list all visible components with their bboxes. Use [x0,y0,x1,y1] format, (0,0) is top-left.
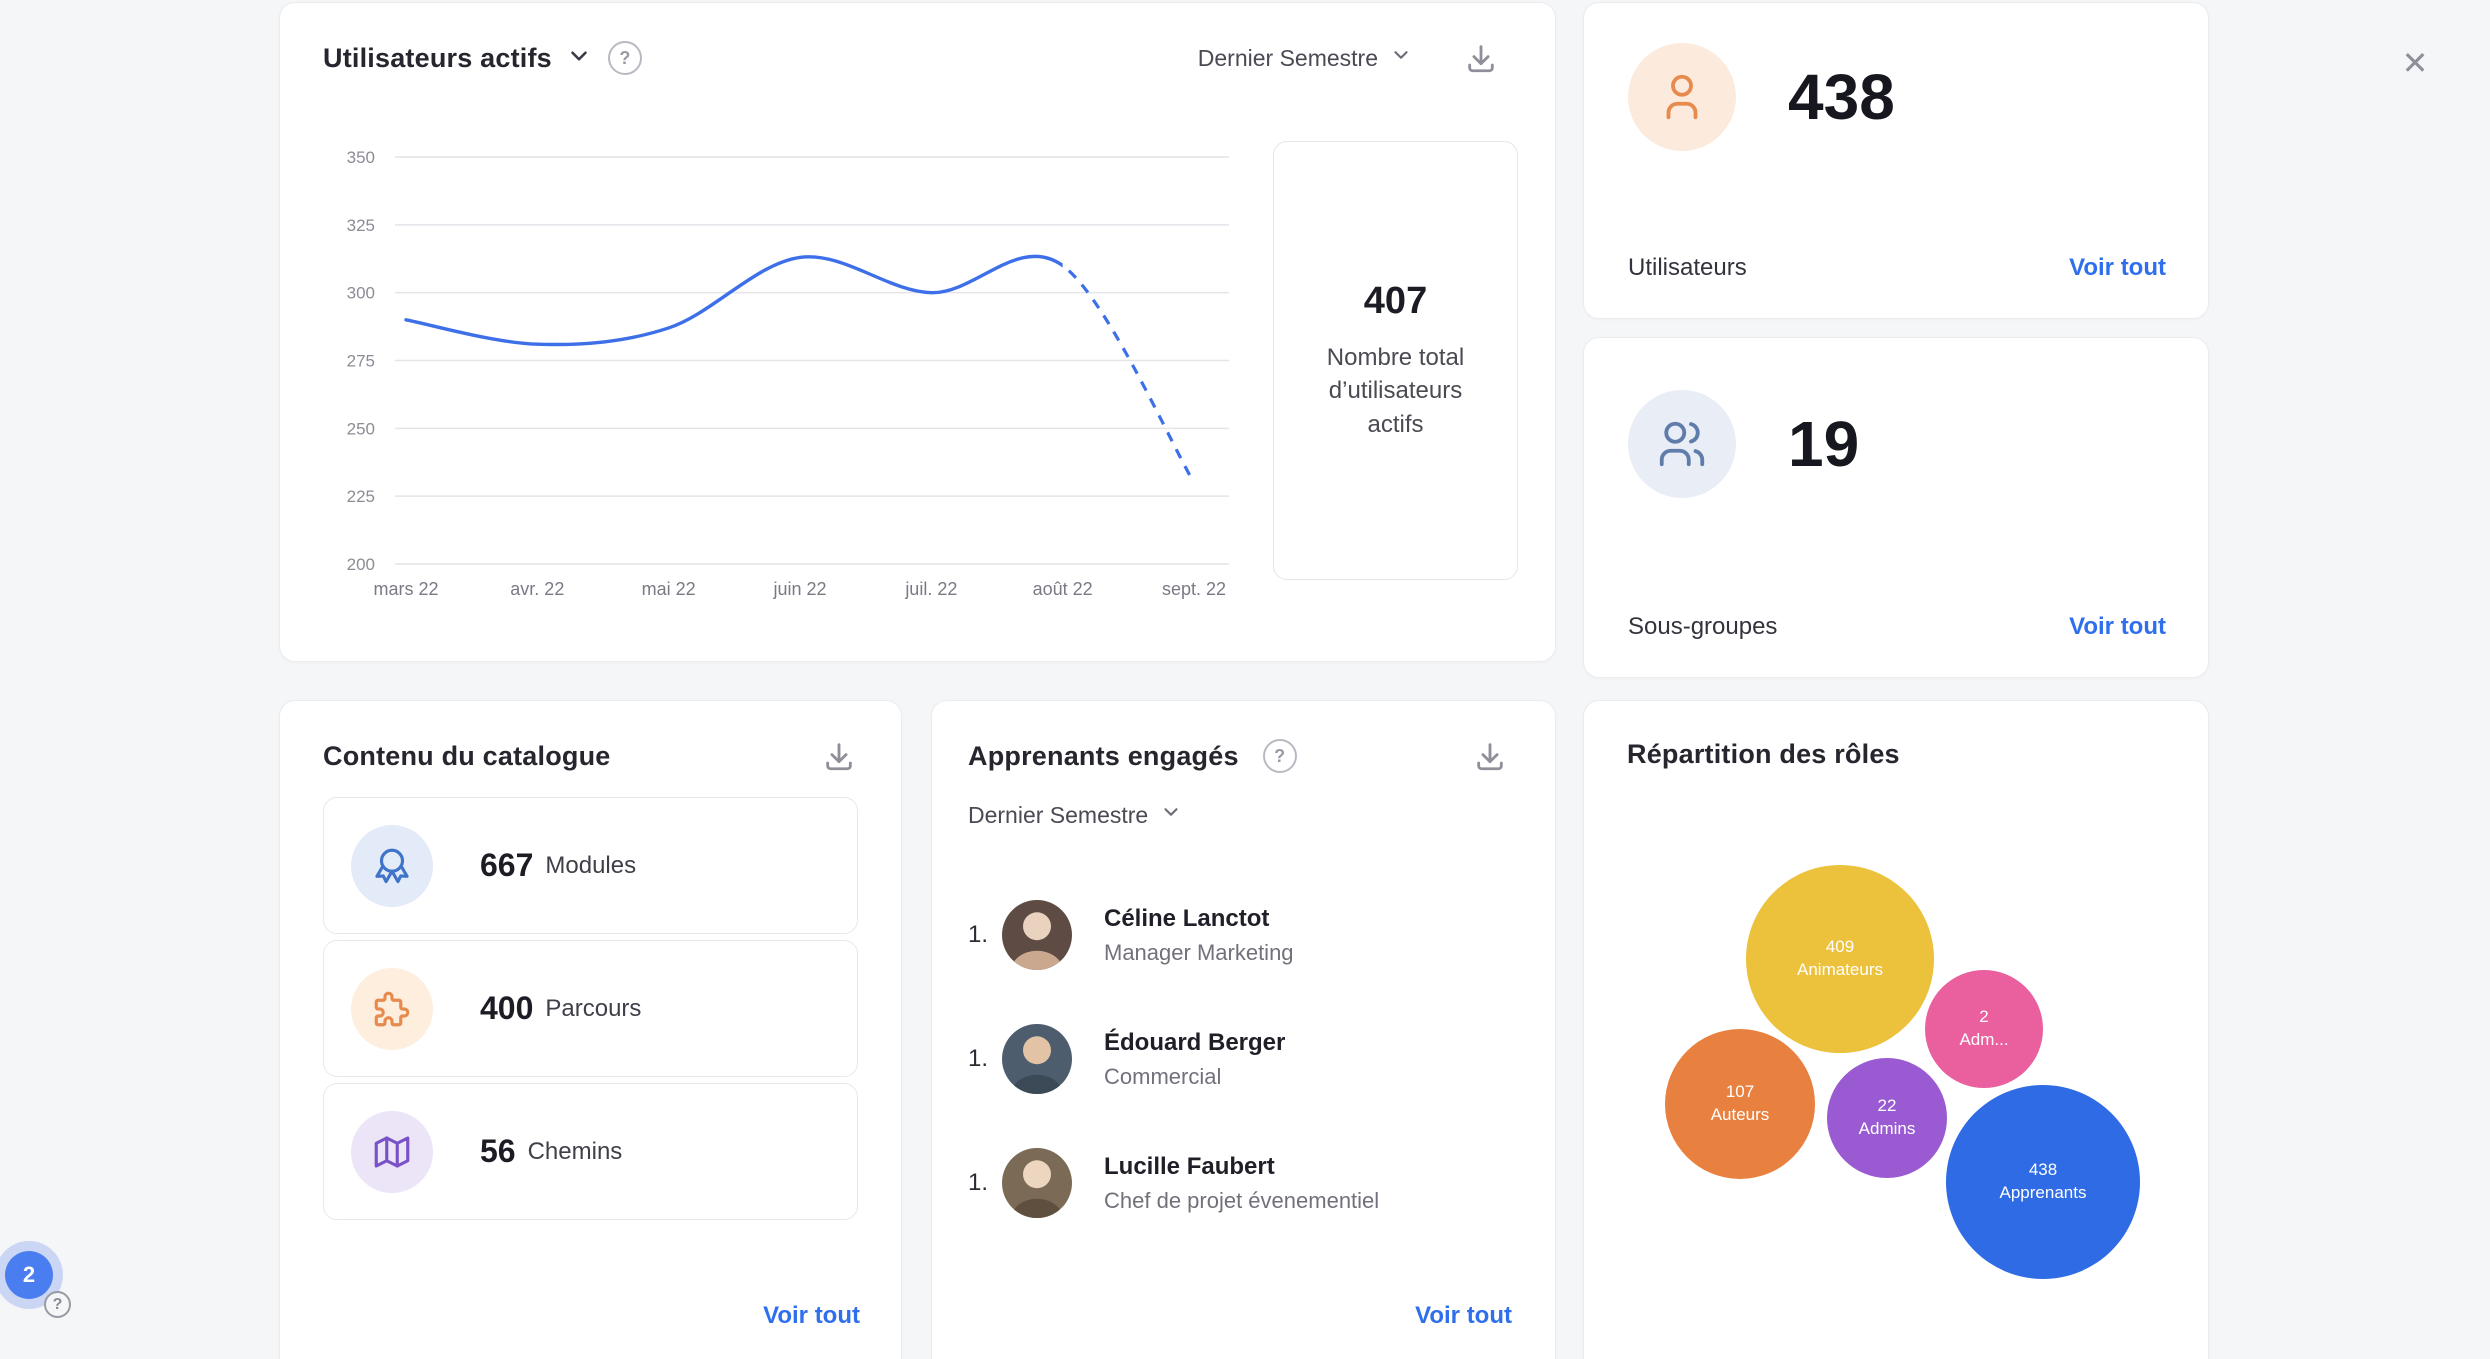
learner-name: Édouard Berger [1104,1028,1286,1056]
svg-text:225: 225 [347,487,375,506]
roles-distribution-card: Répartition des rôles 409 Animateurs 2 Adm.… [1583,700,2209,1359]
help-icon[interactable]: ? [607,41,642,75]
help-icon[interactable]: ? [1262,739,1297,773]
svg-text:325: 325 [347,216,375,235]
learner-rank: 1. [968,1169,989,1196]
modules-label: Modules [545,851,637,879]
total-active-users-label: Nombre total d’utilisateurs actifs [1326,344,1465,438]
avatar [1002,1148,1072,1218]
active-users-card: Utilisateurs actifs ? Dernier Semestre 2… [279,2,1556,662]
download-icon[interactable] [822,739,856,773]
learner-role: Commercial [1104,1063,1222,1089]
total-active-users-box: 407 Nombre total d’utilisateurs actifs [1273,141,1518,580]
modules-count: 667 [480,847,534,883]
help-icon[interactable]: ? [44,1291,71,1318]
puzzle-icon [351,967,433,1050]
roles-bubble-chart: 409 Animateurs 2 Adm... 107 Auteurs 22 Admins 43… [1584,701,2208,1359]
learner-row: 1. Lucille Faubert Chef de projet évenem… [968,1148,1519,1218]
chemins-count: 56 [480,1133,516,1169]
role-bubble-apprenants: 438 Apprenants [1946,1085,2140,1279]
svg-text:350: 350 [347,148,375,167]
avatar [1002,1024,1072,1094]
period-select[interactable]: Dernier Semestre [1198,44,1412,72]
learner-name: Lucille Faubert [1104,1152,1275,1180]
role-bubble-animateurs: 409 Animateurs [1746,865,1934,1053]
role-bubble-admins: 22 Admins [1827,1058,1947,1178]
subgroups-count: 19 [1788,408,1860,480]
notification-badge[interactable]: 2 [5,1251,53,1299]
svg-text:sept. 22: sept. 22 [1162,579,1226,599]
map-icon [351,1110,433,1193]
subgroups-view-all-link[interactable]: Voir tout [2069,613,2166,640]
period-label: Dernier Semestre [1197,44,1378,71]
learner-rank: 1. [968,921,989,948]
chevron-down-icon [1390,44,1412,72]
close-icon[interactable]: ✕ [2392,40,2438,86]
subgroups-stat-card: 19 Sous-groupes Voir tout [1583,337,2209,678]
chemins-label: Chemins [527,1137,623,1165]
svg-text:juil. 22: juil. 22 [904,579,957,599]
active-users-title-dropdown[interactable]: Utilisateurs actifs [323,43,592,74]
learner-row: 1. Édouard Berger Commercial [968,1024,1519,1094]
download-icon[interactable] [1473,739,1507,773]
learners-title: Apprenants engagés [968,740,1239,771]
award-icon [351,824,433,907]
period-select[interactable]: Dernier Semestre [968,801,1555,829]
svg-text:mars 22: mars 22 [373,579,438,599]
catalog-tile-chemins: 56 Chemins [323,1083,858,1220]
svg-text:250: 250 [347,419,375,438]
catalog-card: Contenu du catalogue 667 Modules 400 Par… [279,700,902,1359]
svg-text:avr. 22: avr. 22 [510,579,564,599]
engaged-learners-card: Apprenants engagés ? Dernier Semestre 1.… [931,700,1556,1359]
svg-text:300: 300 [347,284,375,303]
chevron-down-icon [566,43,592,74]
users-count: 438 [1788,61,1895,133]
role-bubble-auteurs: 107 Auteurs [1665,1029,1815,1179]
svg-text:mai 22: mai 22 [642,579,696,599]
learners-view-all-link[interactable]: Voir tout [1415,1302,1512,1329]
users-group-icon [1628,390,1736,498]
catalog-tile-modules: 667 Modules [323,797,858,934]
users-stat-card: 438 Utilisateurs Voir tout [1583,2,2209,319]
learner-role: Chef de projet évenementiel [1104,1187,1380,1213]
learner-row: 1. Céline Lanctot Manager Marketing [968,900,1519,970]
catalog-title: Contenu du catalogue [323,740,611,771]
svg-text:200: 200 [347,555,375,574]
users-view-all-link[interactable]: Voir tout [2069,254,2166,281]
subgroups-label: Sous-groupes [1628,613,1778,640]
svg-text:275: 275 [347,352,375,371]
parcours-count: 400 [480,990,534,1026]
chevron-down-icon [1160,801,1182,829]
catalog-view-all-link[interactable]: Voir tout [763,1302,860,1329]
roles-title: Répartition des rôles [1627,739,1900,769]
svg-text:août 22: août 22 [1033,579,1093,599]
card-title: Utilisateurs actifs [323,42,552,73]
catalog-tile-parcours: 400 Parcours [323,940,858,1077]
svg-text:juin 22: juin 22 [772,579,826,599]
role-bubble-adm: 2 Adm... [1925,970,2043,1088]
total-active-users-value: 407 [1363,280,1428,323]
users-label: Utilisateurs [1628,254,1747,281]
download-icon[interactable] [1464,41,1498,75]
period-label: Dernier Semestre [968,801,1149,828]
active-users-line-chart: 200 225 250 275 300 325 350 mars 22 avr. 22 mai 2… [347,148,1229,599]
parcours-label: Parcours [545,994,642,1022]
learner-name: Céline Lanctot [1104,904,1270,932]
learner-rank: 1. [968,1045,989,1072]
user-icon [1628,43,1736,151]
avatar [1002,900,1072,970]
learner-role: Manager Marketing [1104,939,1294,965]
